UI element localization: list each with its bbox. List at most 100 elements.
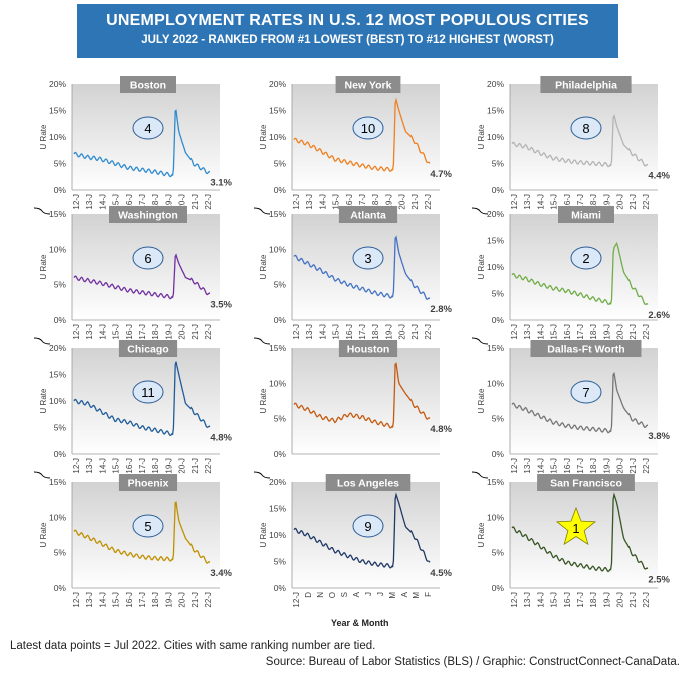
x-axis-title: Year & Month <box>331 618 389 628</box>
rank-badge <box>352 514 384 538</box>
x-tick-label: 18-J <box>589 194 598 210</box>
x-tick-label: 21-J <box>411 194 420 210</box>
x-tick-label: 18-J <box>151 324 160 340</box>
x-tick-label: 18-J <box>151 592 160 608</box>
x-tick-label: 19-J <box>164 458 173 474</box>
x-tick-label: 12-J <box>510 194 519 210</box>
x-tick-label: 22-J <box>642 194 651 210</box>
final-value-label: 3.4% <box>210 568 232 579</box>
y-tick-label: 5% <box>492 548 505 558</box>
x-tick-label: 13-J <box>85 194 94 210</box>
x-tick-label: 21-J <box>191 194 200 210</box>
x-tick-label: 19-J <box>602 592 611 608</box>
x-tick-label: 17-J <box>576 194 585 210</box>
x-tick-label: 12-J <box>292 592 301 608</box>
city-label: Boston <box>130 80 166 92</box>
x-tick-label: J <box>376 592 385 596</box>
city-label-box <box>530 340 642 357</box>
rank-badge <box>132 514 164 538</box>
y-tick-label: 10% <box>487 132 504 142</box>
x-tick-label: 15-J <box>112 592 121 608</box>
x-tick-label: 22-J <box>204 458 213 474</box>
rank-badge <box>570 116 602 140</box>
x-tick-label: 19-J <box>602 194 611 210</box>
city-label: New York <box>345 80 392 92</box>
x-tick-label: 16-J <box>125 458 134 474</box>
final-value-label: 4.5% <box>430 568 452 579</box>
chart-panel: 0% 5% 10% 15% U Rate 12-J 13-J 14-J 15-J 16-J 17-J… <box>253 206 453 345</box>
rank-number: 3 <box>364 251 371 266</box>
x-tick-label: 22-J <box>642 458 651 474</box>
x-tick-label: 19-J <box>602 324 611 340</box>
axis-break-icon <box>33 337 51 345</box>
x-tick-label: 13-J <box>523 324 532 340</box>
series-line <box>293 492 431 569</box>
x-tick-label: 15-J <box>550 458 559 474</box>
x-tick-label: 22-J <box>424 324 433 340</box>
axis-break-icon <box>471 207 489 215</box>
city-label: Philadelphia <box>555 80 617 92</box>
y-tick-label: 5% <box>54 159 67 169</box>
x-tick-label: 17-J <box>138 194 147 210</box>
x-tick-label: 20-J <box>616 458 625 474</box>
final-value-label: 4.8% <box>210 433 232 444</box>
series-line <box>511 492 649 573</box>
x-tick-label: 22-J <box>204 194 213 210</box>
y-tick-label: 15% <box>49 370 66 380</box>
chart-subtitle: JULY 2022 - RANKED FROM #1 LOWEST (BEST)… <box>141 34 554 46</box>
x-tick-label: 15-J <box>112 194 121 210</box>
y-tick-label: 10% <box>269 530 286 540</box>
x-tick-label: 12-J <box>72 194 81 210</box>
final-value-label: 4.7% <box>430 169 452 180</box>
x-tick-label: 16-J <box>345 324 354 340</box>
x-tick-label: 16-J <box>125 592 134 608</box>
y-tick-label: 0% <box>492 583 505 593</box>
x-tick-label: 16-J <box>563 194 572 210</box>
x-tick-label: 12-J <box>292 324 301 340</box>
x-tick-label: 14-J <box>318 194 327 210</box>
chart-panel: 0% 5% 10% 15% 20% U Rate 12-J 13-J 14-J 15-J 16-J 1… <box>33 340 233 479</box>
y-axis-label: U Rate <box>39 254 48 279</box>
series-line <box>73 109 211 178</box>
y-tick-label: 5% <box>492 289 505 299</box>
city-label-box <box>109 206 187 223</box>
final-value-label: 3.1% <box>210 178 232 189</box>
y-tick-label: 0% <box>54 185 67 195</box>
city-label: Chicago <box>127 344 168 356</box>
plot-area <box>292 348 440 454</box>
star-icon <box>555 506 597 546</box>
x-tick-label: F <box>424 592 433 597</box>
x-tick-label: 12-J <box>72 592 81 608</box>
series-line <box>511 371 648 434</box>
chart-panel: 0% 5% 10% 15% U Rate 12-J 13-J 14-J 15-J 16-J 17-J… <box>471 340 671 479</box>
chart-panel: 0% 5% 10% 15% 20% U Rate 12-J 13-J 14-J 15-J 16-J 1… <box>471 76 671 215</box>
x-tick-label: 21-J <box>191 592 200 608</box>
chart-panel: 0% 5% 10% 15% 20% U Rate 12-J 13-J 14-J 15-J 16-J 1… <box>33 76 233 215</box>
final-value-label: 4.4% <box>648 171 670 182</box>
x-tick-label: 21-J <box>629 458 638 474</box>
y-tick-label: 15% <box>487 343 504 353</box>
series-line <box>293 235 431 300</box>
x-tick-label: 13-J <box>85 592 94 608</box>
rank-number: 4 <box>144 121 151 136</box>
x-tick-label: 12-J <box>72 324 81 340</box>
rank-badge <box>352 246 384 270</box>
y-axis-label: U Rate <box>259 254 268 279</box>
x-tick-label: 19-J <box>384 324 393 340</box>
city-label-box <box>540 76 632 93</box>
x-tick-label: 18-J <box>151 458 160 474</box>
x-tick-label: 14-J <box>536 324 545 340</box>
rank-badge <box>352 116 384 140</box>
axis-break-icon <box>253 207 271 215</box>
axis-break-icon <box>471 337 489 345</box>
x-tick-label: 20-J <box>178 592 187 608</box>
x-tick-label: 21-J <box>191 324 200 340</box>
y-tick-label: 20% <box>49 343 66 353</box>
x-tick-label: 20-J <box>398 324 407 340</box>
x-tick-label: 14-J <box>98 194 107 210</box>
x-tick-label: 17-J <box>138 324 147 340</box>
x-tick-label: 15-J <box>112 458 121 474</box>
y-tick-label: 15% <box>269 209 286 219</box>
y-tick-label: 15% <box>487 236 504 246</box>
x-tick-label: 16-J <box>125 324 134 340</box>
